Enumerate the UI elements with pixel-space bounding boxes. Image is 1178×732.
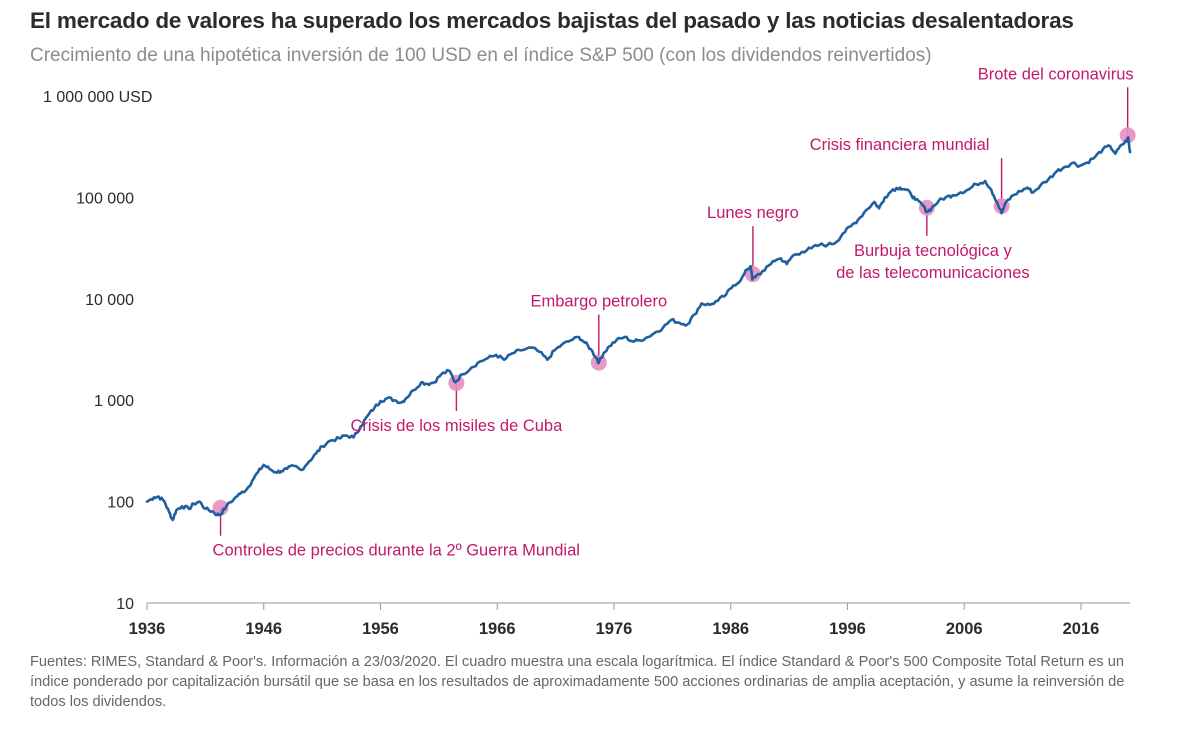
y-tick-label: 100 000	[76, 190, 134, 207]
annotation-marker	[1119, 127, 1136, 144]
x-tick-label: 1976	[596, 620, 633, 638]
chart-title: El mercado de valores ha superado los me…	[30, 8, 1074, 33]
x-tick-label: 1956	[362, 620, 399, 638]
annotation-label: Embargo petrolero	[530, 293, 667, 311]
x-tick-label: 1996	[829, 620, 866, 638]
annotation-leaders	[219, 87, 1129, 536]
chart: 1 000 000 USD 100 000 10 000 1 000 100 10 193…	[43, 65, 1136, 638]
chart-subtitle: Crecimiento de una hipotética inversión …	[30, 45, 932, 66]
x-tick-label: 1966	[479, 620, 516, 638]
annotation-label: Lunes negro	[707, 204, 799, 222]
x-tick-label: 1986	[712, 620, 749, 638]
y-tick-label: 100	[107, 495, 134, 512]
annotation-marker	[212, 499, 229, 516]
y-tick-label: 1 000 000 USD	[43, 89, 152, 106]
annotation-label: Brote del coronavirus	[978, 65, 1134, 83]
y-tick-label: 1 000	[94, 393, 134, 410]
annotation-label: Burbuja tecnológica y	[854, 242, 1013, 260]
x-axis: 1936 1946 1956 1966 1976 1986 1996 2006 2016	[129, 602, 1130, 638]
annotation-label: de las telecomunicaciones	[836, 264, 1030, 282]
y-axis: 1 000 000 USD 100 000 10 000 1 000 100 10	[43, 89, 152, 613]
y-tick-label: 10	[116, 596, 134, 613]
x-tick-label: 2016	[1063, 620, 1100, 638]
x-tick-label: 1946	[245, 620, 282, 638]
annotation-label: Controles de precios durante la 2º Guerr…	[213, 542, 580, 560]
y-tick-label: 10 000	[85, 292, 134, 309]
series-line-sp500	[145, 136, 1132, 522]
x-tick-label: 1936	[129, 620, 166, 638]
annotation-label: Crisis de los misiles de Cuba	[350, 417, 563, 435]
annotation-label: Crisis financiera mundial	[810, 136, 990, 154]
x-tick-label: 2006	[946, 620, 983, 638]
source-footnote: Fuentes: RIMES, Standard & Poor's. Infor…	[30, 654, 1125, 710]
annotation-labels: Controles de precios durante la 2º Guerr…	[213, 65, 1134, 559]
